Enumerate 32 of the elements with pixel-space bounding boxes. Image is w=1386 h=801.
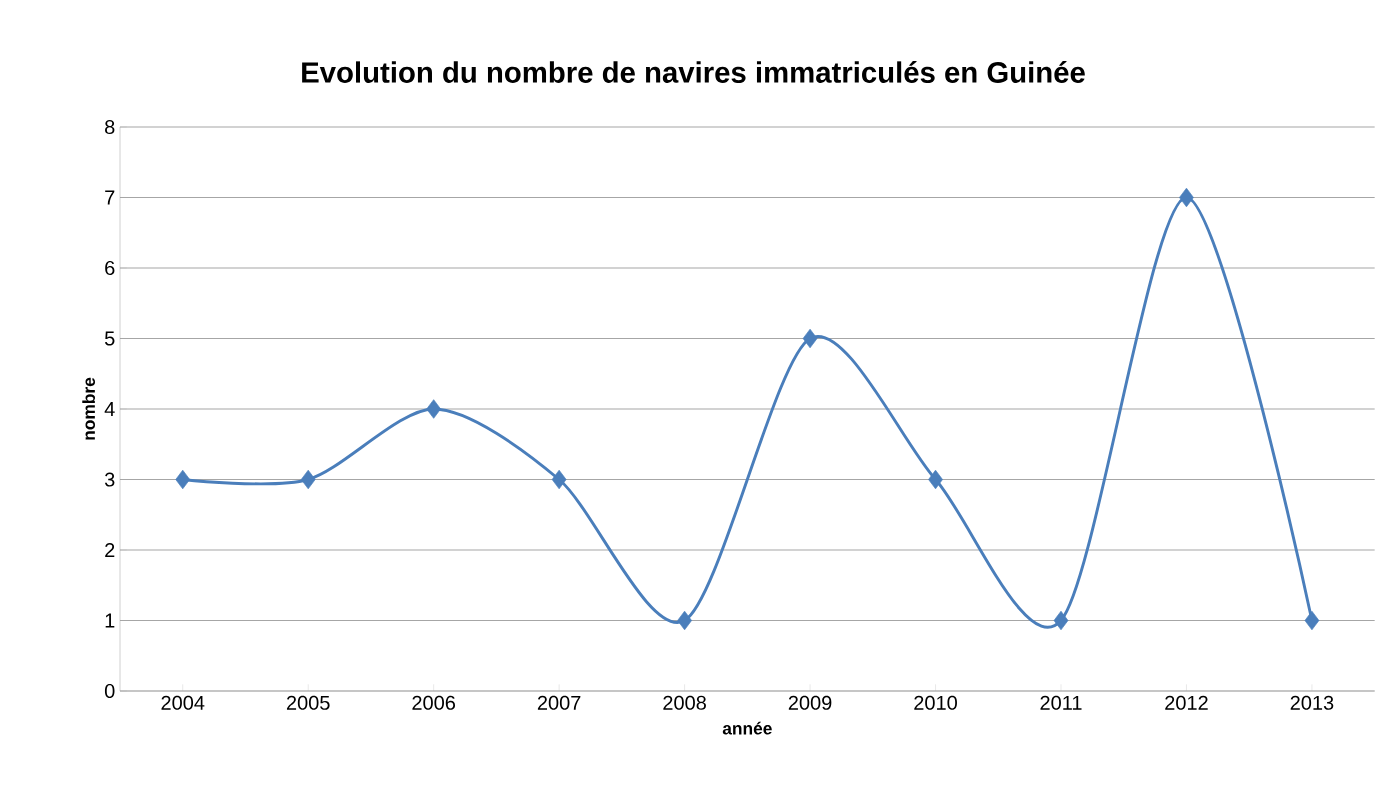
- x-axis-title: année: [722, 721, 772, 735]
- y-tick-label: 5: [104, 331, 115, 346]
- point: [802, 328, 818, 349]
- x-tick-label: 2008: [663, 695, 706, 710]
- y-tick-label: 0: [104, 683, 115, 699]
- x-tick-label: 2011: [1040, 695, 1082, 710]
- point: [1053, 610, 1069, 631]
- y-tick-label: 7: [105, 190, 115, 205]
- x-tick-label: 2007: [537, 695, 581, 710]
- point: [300, 469, 316, 490]
- x-tick-label: 2005: [286, 695, 330, 710]
- y-tick-label: 6: [105, 260, 115, 276]
- point: [426, 399, 442, 419]
- x-tick-label: 2009: [788, 695, 832, 710]
- x-tick-label: 2013: [1290, 695, 1334, 710]
- y-tick-label: 2: [105, 543, 115, 557]
- point: [928, 469, 943, 490]
- point: [551, 469, 567, 490]
- x-tick-label: 2010: [914, 695, 957, 710]
- y-tick-label: 3: [104, 472, 115, 487]
- y-axis-title: nombre: [82, 377, 96, 440]
- x-tick-label: 2004: [161, 695, 205, 710]
- chart-title: Evolution du nombre de navires immatriculés en Guinée: [302, 61, 1085, 83]
- y-tick-label: 8: [105, 119, 115, 135]
- point: [677, 610, 692, 631]
- point: [175, 469, 191, 490]
- point: [1179, 187, 1194, 208]
- y-tick-label: 4: [104, 402, 115, 416]
- x-tick-label: 2012: [1165, 695, 1208, 710]
- y-tick-label: 1: [105, 613, 115, 628]
- x-tick-label: 2006: [412, 695, 456, 710]
- point: [1304, 610, 1320, 631]
